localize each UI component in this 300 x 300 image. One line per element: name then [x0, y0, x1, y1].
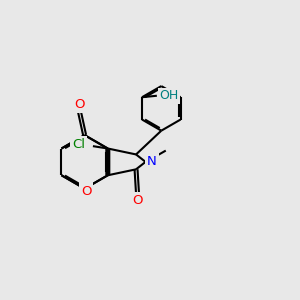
Text: O: O: [132, 194, 143, 207]
Text: N: N: [147, 155, 157, 168]
Text: Cl: Cl: [72, 138, 85, 151]
Text: OH: OH: [159, 89, 178, 102]
Text: O: O: [74, 98, 85, 111]
Text: O: O: [81, 184, 92, 197]
